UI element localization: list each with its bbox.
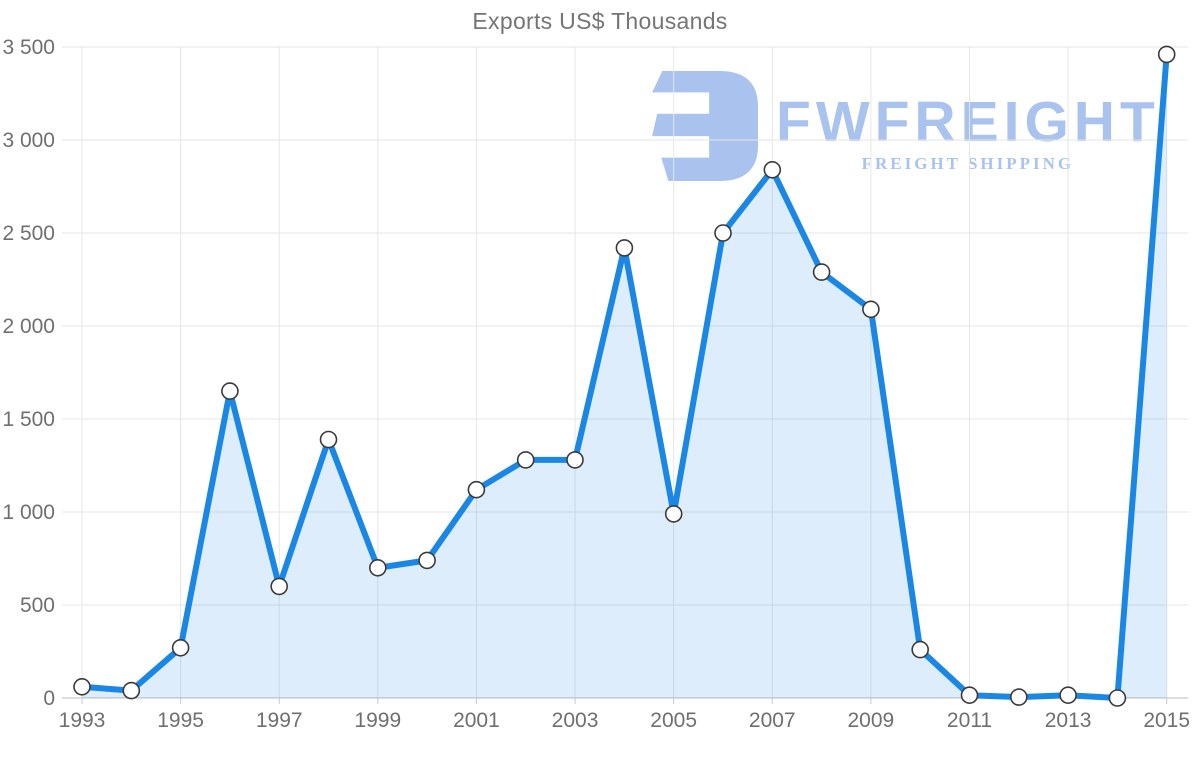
data-point-1999[interactable] bbox=[368, 558, 387, 577]
y-axis-tick-label: 1 500 bbox=[2, 408, 55, 431]
data-point-2002[interactable] bbox=[516, 451, 535, 469]
data-point-2003[interactable] bbox=[566, 451, 584, 469]
x-axis-tick-label: 2003 bbox=[552, 709, 599, 732]
data-point-1994[interactable] bbox=[122, 681, 141, 700]
data-point-2007[interactable] bbox=[763, 161, 782, 179]
data-point-1996[interactable] bbox=[221, 382, 239, 400]
x-axis-tick-label: 2011 bbox=[947, 709, 992, 732]
data-point-2008[interactable] bbox=[812, 263, 831, 281]
x-axis-tick-label: 1993 bbox=[59, 709, 106, 732]
data-point-2006[interactable] bbox=[714, 224, 732, 242]
gridlines: 0 500 1 000 1 500 2 000 2 500 3 000 3 500 1993 19… bbox=[2, 36, 1190, 732]
x-axis-tick-label: 2005 bbox=[650, 709, 697, 732]
data-point-2004[interactable] bbox=[615, 239, 634, 257]
y-axis-tick-label: 3 500 bbox=[2, 36, 55, 59]
x-axis-tick-label: 2007 bbox=[749, 709, 796, 732]
data-points bbox=[73, 45, 1176, 707]
x-axis-tick-label: 1995 bbox=[157, 709, 204, 732]
data-point-2014[interactable] bbox=[1108, 689, 1127, 707]
data-point-2005[interactable] bbox=[664, 505, 683, 523]
y-axis-tick-label: 500 bbox=[20, 594, 55, 617]
data-point-2000[interactable] bbox=[418, 551, 436, 570]
data-point-2013[interactable] bbox=[1059, 686, 1077, 705]
y-axis-tick-label: 2 500 bbox=[2, 222, 55, 245]
data-point-2011[interactable] bbox=[960, 686, 979, 705]
series-area-fill bbox=[82, 54, 1167, 698]
y-axis-tick-label: 0 bbox=[43, 687, 55, 710]
x-axis-tick-label: 2001 bbox=[453, 709, 500, 732]
x-axis-tick-label: 2013 bbox=[1045, 709, 1092, 732]
y-axis-tick-label: 3 000 bbox=[2, 129, 55, 152]
data-point-2009[interactable] bbox=[862, 300, 880, 319]
data-point-1993[interactable] bbox=[73, 677, 91, 696]
chart-title: Exports US$ Thousands bbox=[472, 8, 728, 34]
data-point-2001[interactable] bbox=[467, 480, 486, 499]
data-point-2012[interactable] bbox=[1009, 688, 1028, 706]
data-point-2010[interactable] bbox=[911, 640, 930, 659]
y-axis-tick-label: 2 000 bbox=[2, 315, 55, 338]
x-axis-tick-label: 2009 bbox=[848, 709, 895, 732]
x-axis-tick-label: 1997 bbox=[256, 709, 303, 732]
y-axis-tick-label: 1 000 bbox=[2, 501, 55, 524]
data-point-1995[interactable] bbox=[171, 638, 190, 657]
x-axis-tick-label: 1999 bbox=[354, 709, 401, 732]
data-point-1997[interactable] bbox=[270, 577, 289, 596]
data-point-2015[interactable] bbox=[1157, 45, 1176, 64]
data-point-1998[interactable] bbox=[319, 430, 338, 449]
x-axis-tick-label: 2015 bbox=[1143, 709, 1190, 732]
